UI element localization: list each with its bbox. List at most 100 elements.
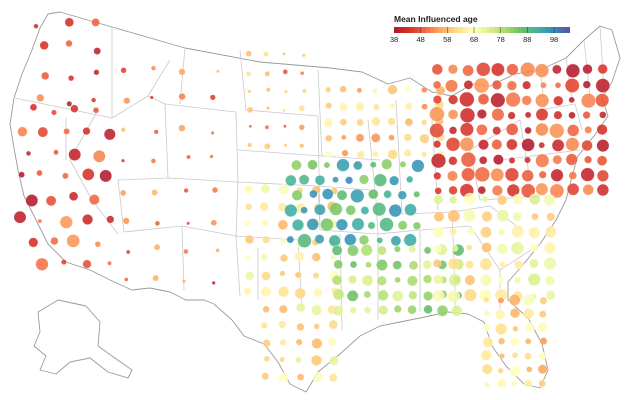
bubble-marker — [29, 103, 38, 112]
bubble-marker — [247, 142, 253, 148]
bubble-marker — [524, 111, 532, 119]
bubble-marker — [262, 235, 271, 244]
bubble-marker — [421, 103, 428, 111]
bubble-marker — [495, 322, 508, 336]
bubble-marker — [433, 194, 444, 205]
bubble-marker — [325, 150, 333, 158]
bubble-marker — [498, 261, 506, 268]
bubble-marker — [596, 124, 608, 136]
bubble-marker — [491, 184, 504, 197]
bubble-marker — [434, 187, 443, 195]
legend-color-swatch — [422, 27, 427, 33]
bubble-marker — [53, 149, 59, 156]
bubble-marker — [261, 271, 271, 281]
bubble-marker — [464, 274, 476, 286]
bubble-marker — [596, 169, 610, 182]
bubble-marker — [35, 257, 49, 271]
bubble-marker — [568, 96, 576, 104]
bubble-marker — [181, 279, 186, 284]
bubble-marker — [598, 111, 607, 119]
bubble-marker — [423, 304, 433, 315]
bubble-marker — [262, 51, 269, 58]
bubble-marker — [459, 107, 476, 124]
legend-color-swatch — [450, 27, 455, 33]
bubble-marker — [447, 64, 459, 75]
bubble-marker — [389, 175, 400, 186]
bubble-marker — [512, 193, 524, 205]
alaska-outline — [33, 299, 133, 379]
legend-title: Mean Influenced age — [394, 14, 478, 24]
bubble-marker — [412, 221, 422, 231]
bubble-marker — [260, 321, 268, 330]
bubble-marker — [436, 304, 449, 317]
bubble-marker — [388, 203, 402, 218]
bubble-marker — [496, 243, 508, 255]
bubble-marker — [33, 23, 39, 29]
bubble-marker — [298, 124, 305, 131]
bubble-marker — [215, 69, 220, 74]
legend-color-swatch — [394, 27, 399, 33]
legend-color-swatch — [510, 27, 515, 33]
bubble-marker — [262, 339, 271, 348]
bubble-marker — [405, 85, 412, 93]
legend-tick-label: 88 — [523, 35, 532, 44]
bubble-marker — [244, 270, 255, 281]
bubble-marker — [279, 356, 285, 363]
bubble-marker — [372, 202, 387, 217]
bubble-marker — [408, 290, 418, 300]
bubble-marker — [528, 226, 541, 239]
bubble-marker — [422, 259, 433, 270]
bubble-marker — [394, 276, 401, 284]
legend-color-swatch — [454, 27, 459, 33]
bubble-marker — [432, 226, 445, 239]
bubble-marker — [447, 209, 461, 223]
bubble-marker — [481, 363, 493, 375]
bubble-marker — [294, 271, 302, 279]
bubble-marker — [465, 260, 474, 269]
bubble-marker — [463, 79, 474, 90]
bubble-marker — [311, 252, 321, 262]
bubble-marker — [283, 143, 288, 148]
bubble-marker — [286, 235, 295, 244]
bubble-marker — [263, 355, 271, 363]
bubble-marker — [448, 94, 459, 105]
bubble-marker — [66, 234, 80, 248]
legend-color-swatch — [506, 27, 511, 33]
bubble-marker — [347, 275, 357, 285]
bubble-marker — [285, 174, 297, 187]
bubble-marker — [496, 194, 508, 206]
bubble-marker — [522, 294, 535, 306]
bubble-marker — [459, 137, 475, 152]
bubble-marker — [211, 186, 219, 194]
bubble-marker — [349, 260, 358, 269]
bubble-marker — [119, 189, 127, 197]
bubble-marker — [494, 309, 506, 321]
bubble-marker — [553, 95, 564, 107]
bubble-marker — [510, 337, 520, 347]
legend-tick-label: 48 — [416, 35, 425, 44]
bubble-marker — [463, 192, 477, 206]
bubble-marker — [363, 290, 372, 299]
bubble-marker — [244, 184, 254, 194]
bubble-marker — [524, 322, 536, 333]
bubble-marker — [511, 380, 518, 387]
bubble-marker — [372, 87, 378, 94]
bubble-marker — [432, 289, 445, 302]
bubble-marker — [93, 47, 102, 55]
legend-color-swatch — [526, 27, 531, 33]
bubble-marker — [37, 126, 49, 138]
bubble-marker — [312, 271, 320, 279]
bubble-marker — [339, 85, 347, 93]
bubble-marker — [462, 64, 474, 77]
bubble-marker — [479, 257, 493, 271]
bubble-marker — [483, 310, 491, 317]
bubble-marker — [480, 349, 492, 361]
bubble-marker — [549, 123, 565, 139]
bubble-marker — [329, 355, 339, 366]
bubble-marker — [36, 93, 45, 102]
bubble-marker — [345, 204, 357, 216]
bubble-marker — [539, 337, 548, 346]
bubble-marker — [278, 320, 287, 329]
bubble-marker — [478, 156, 488, 165]
bubble-marker — [153, 243, 161, 251]
